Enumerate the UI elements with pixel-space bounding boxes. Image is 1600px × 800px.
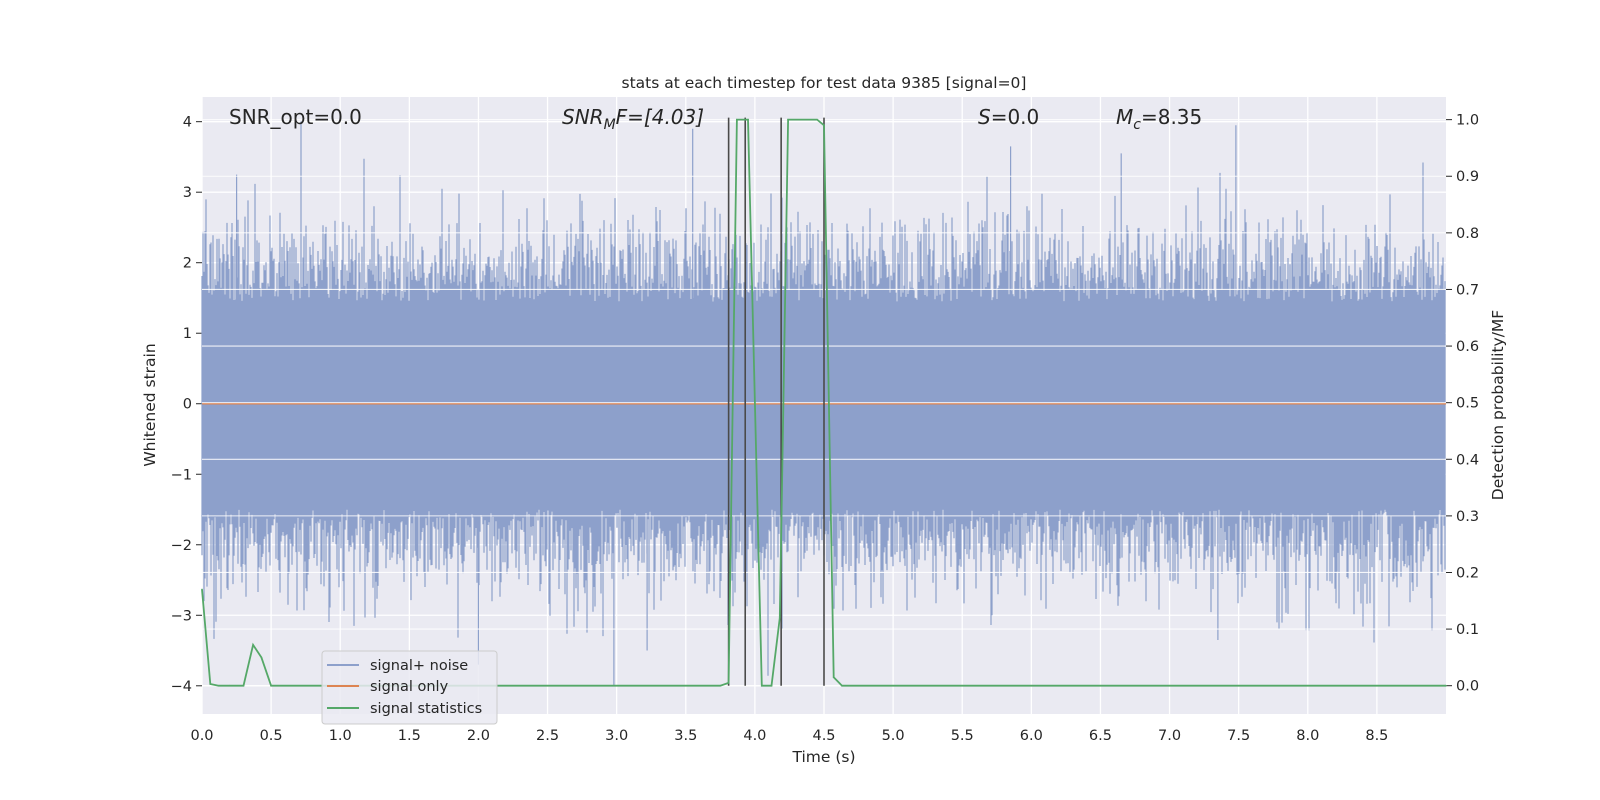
statistics-point [816,118,818,121]
x-tick-label: 0.5 [260,728,283,744]
x-tick-label: 7.5 [1227,728,1250,744]
y-right-tick-label: 0.6 [1456,339,1479,355]
y-right-tick-label: 0.1 [1456,622,1479,638]
y-right-tick-label: 0.9 [1456,169,1479,185]
y-left-tick-label: 0 [183,397,192,413]
y-left-tick-label: −4 [171,679,192,695]
y-right-tick-label: 0.8 [1456,226,1479,242]
x-tick-label: 4.0 [743,728,766,744]
y-right-tick-labels: 1.0 0.9 0.8 0.7 0.6 0.5 0.4 0.3 0.2 0.1 0.0 [1456,113,1479,695]
y-right-tick-label: 0.5 [1456,396,1479,412]
statistics-point [841,684,843,687]
statistics-point [761,684,763,687]
y-left-tick-label: 4 [183,115,192,131]
y-left-tick-label: −2 [171,538,192,554]
x-tick-label: 6.5 [1089,728,1112,744]
statistics-point [778,616,781,619]
x-tick-label: 7.0 [1158,728,1181,744]
y-right-tick-label: 0.0 [1456,679,1479,695]
statistics-point [201,588,203,591]
legend: signal+ noise signal only signal statist… [321,650,498,725]
y-right-tick-label: 0.4 [1456,452,1479,468]
y-right-axis-label: Detection probability/MF [1489,310,1507,501]
y-left-tick-labels: 4 3 2 1 0 −1 −2 −3 −4 [171,115,192,695]
statistics-point [242,684,245,687]
statistics-point [747,118,749,121]
annotation-s: S=0.0 [978,105,1039,129]
x-tick-label: 2.5 [536,728,559,744]
y-right-tick-label: 1.0 [1456,113,1479,129]
x-tick-label: 6.0 [1020,728,1043,744]
statistics-point [727,682,730,684]
x-tick-label: 8.5 [1365,728,1388,744]
statistics-point [217,684,220,687]
y-left-tick-label: 2 [183,256,192,272]
statistics-point [719,684,722,687]
x-tick-label: 5.5 [951,728,974,744]
statistics-point [832,676,835,679]
annotation-snr-opt: SNR_opt=0.0 [229,105,362,129]
statistics-point [823,124,825,127]
noise-trace [201,121,1446,686]
x-tick-label: 2.0 [467,728,490,744]
y-right-tick-label: 0.7 [1456,282,1479,298]
annotation-snr-mf: SNRMF=[4.03] [562,105,704,133]
legend-label-signal-only: signal only [370,679,449,695]
x-tick-labels: 0.0 0.5 1.0 1.5 2.0 2.5 3.0 3.5 4.0 4.5 5.0 5.5 6.0 6… [190,728,1388,744]
statistics-point [736,118,738,121]
statistics-point [228,684,231,687]
x-tick-label: 1.5 [398,728,421,744]
statistics-point [1445,684,1447,687]
annotation-mc: Mc=8.35 [1116,105,1202,133]
statistics-point [787,118,789,121]
statistics-point [270,684,272,687]
x-axis-label: Time (s) [791,748,855,766]
y-right-tick-label: 0.3 [1456,509,1479,525]
signal-statistics-points [201,118,1447,687]
x-tick-label: 3.0 [605,728,628,744]
x-tick-label: 4.5 [812,728,835,744]
vertical-markers [727,117,825,686]
x-tick-label: 1.0 [329,728,352,744]
x-tick-label: 3.5 [674,728,697,744]
y-left-tick-label: 3 [183,185,192,201]
legend-label-signal-noise: signal+ noise [370,658,468,674]
x-tick-label: 5.0 [882,728,905,744]
y-left-tick-label: −3 [171,608,192,624]
statistics-point [260,656,263,659]
y-left-axis-label: Whitened strain [141,343,159,466]
y-left-tick-label: 1 [183,326,192,342]
y-left-tick-label: −1 [171,467,192,483]
chart-title: stats at each timestep for test data 938… [622,74,1027,92]
series-signal-noise [201,121,1446,686]
x-tick-label: 8.0 [1296,728,1319,744]
x-tick-label: 0.0 [190,728,213,744]
statistics-point [252,644,254,646]
legend-box [321,650,498,725]
legend-label-signal-statistics: signal statistics [370,701,482,717]
statistics-point [770,684,773,687]
statistics-point [209,683,212,685]
y-right-tick-label: 0.2 [1456,565,1479,581]
